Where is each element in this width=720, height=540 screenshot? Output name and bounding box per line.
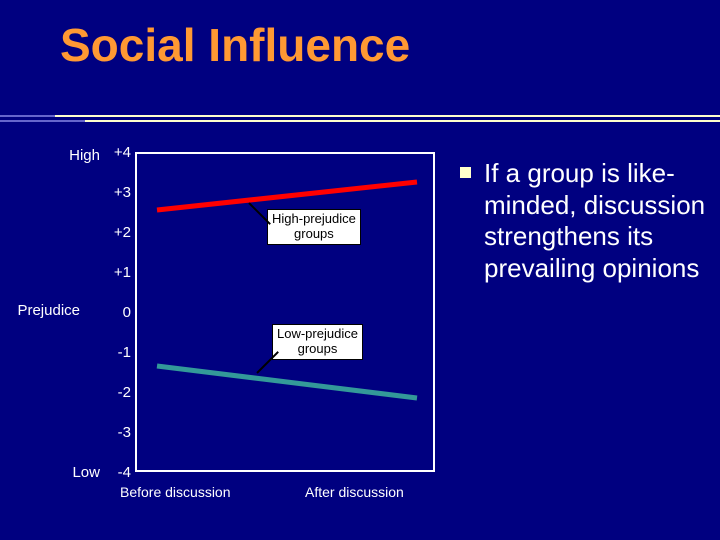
ytick: -1: [103, 344, 131, 361]
content-area: High Low Prejudice +4 +3 +2 +1 0 -1 -2 -…: [0, 140, 720, 540]
slide-title: Social Influence: [60, 18, 720, 72]
title-underline-2: [0, 120, 720, 122]
ytick: -4: [103, 464, 131, 481]
label-high-prejudice: High-prejudice groups High-prejudicegrou…: [267, 209, 361, 245]
ytick: +4: [103, 144, 131, 161]
series-high-prejudice: [157, 182, 417, 210]
ytick: 0: [103, 304, 131, 321]
series-low-prejudice: [157, 366, 417, 398]
bullet-text: If a group is like-minded, discussion st…: [484, 158, 720, 285]
x-label-before: Before discussion: [120, 484, 231, 500]
ytick: -2: [103, 384, 131, 401]
ytick: +1: [103, 264, 131, 281]
bullet-marker-icon: [460, 167, 471, 178]
y-bottom-label: Low: [60, 464, 100, 481]
y-top-label: High: [60, 147, 100, 164]
y-axis-title: Prejudice: [15, 302, 80, 319]
plot-area: High-prejudice groups High-prejudicegrou…: [135, 152, 435, 472]
x-label-after: After discussion: [305, 484, 404, 500]
chart-svg: [137, 154, 437, 474]
prejudice-chart: High Low Prejudice +4 +3 +2 +1 0 -1 -2 -…: [15, 152, 440, 517]
ytick: -3: [103, 424, 131, 441]
label-low-prejudice: Low-prejudice groups Low-prejudicegroups: [272, 324, 363, 360]
ytick: +2: [103, 224, 131, 241]
title-underline-1: [0, 115, 720, 117]
ytick: +3: [103, 184, 131, 201]
